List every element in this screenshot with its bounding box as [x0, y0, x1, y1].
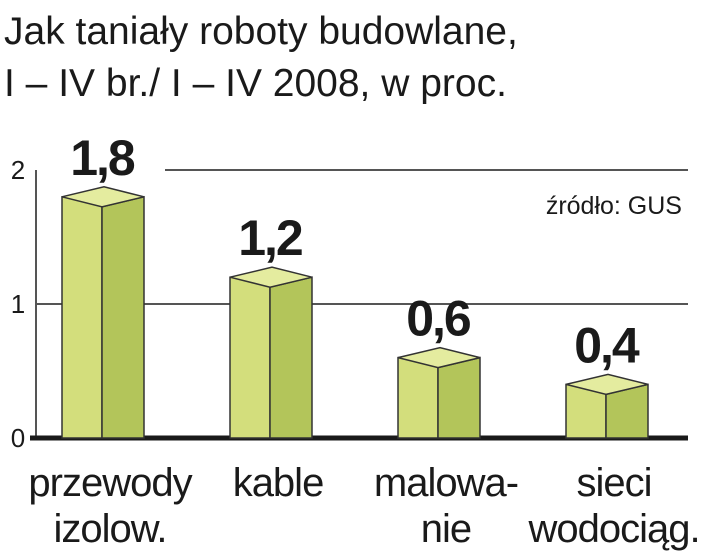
value-label: 0,4: [574, 317, 640, 373]
x-tick-label: kable: [233, 461, 324, 505]
bar-front: [397, 356, 439, 439]
x-tick-label: malowa-: [374, 461, 518, 505]
bar-front: [61, 196, 103, 439]
x-tick-label: nie: [421, 507, 471, 551]
chart-title: Jak taniały roboty budowlane,: [4, 10, 518, 53]
value-label: 0,6: [406, 291, 470, 347]
x-tick-label: przewody: [28, 461, 192, 505]
x-tick-label: sieci: [576, 461, 651, 505]
y-tick-label: 2: [11, 155, 25, 185]
bar-top: [61, 186, 145, 208]
bar-top: [397, 346, 481, 369]
value-label: 1,2: [238, 210, 302, 266]
chart-title: I – IV br./ I – IV 2008, w proc.: [4, 62, 507, 105]
y-tick-label: 0: [11, 423, 25, 453]
bar-side: [437, 356, 481, 439]
x-tick-label: izolow.: [53, 507, 166, 551]
bar-front: [229, 276, 271, 439]
source-note: źródło: GUS: [546, 192, 682, 220]
value-label: 1,8: [70, 130, 135, 186]
y-tick-label: 1: [11, 289, 25, 319]
bar-side: [269, 276, 313, 439]
bar-top: [565, 373, 649, 396]
x-tick-label: wodociąg.: [527, 507, 699, 551]
bar-top: [229, 266, 313, 288]
bar-side: [101, 195, 145, 439]
